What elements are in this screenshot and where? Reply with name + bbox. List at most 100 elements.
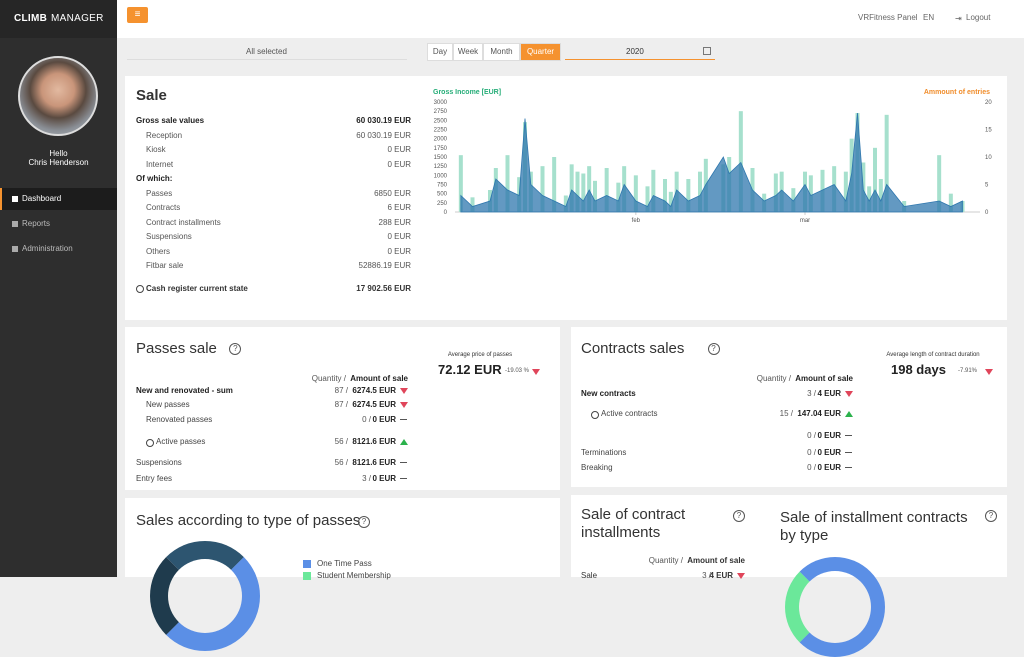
menu-item[interactable]: Dashboard <box>22 194 62 203</box>
row-amount: 0 EUR <box>372 415 396 424</box>
row-label: Sale <box>581 571 598 580</box>
y2-tick-label: 10 <box>985 155 992 161</box>
cash-value: 17 902.56 EUR <box>356 284 411 293</box>
sale-label: Others <box>146 246 171 256</box>
donut <box>150 541 260 651</box>
sale-label: Of which: <box>136 174 173 183</box>
y2-tick-label: 0 <box>985 210 989 216</box>
bar <box>668 191 673 212</box>
trend-down <box>985 369 993 375</box>
y-tick-label: 1750 <box>434 146 448 152</box>
period-button[interactable]: Week <box>453 43 483 61</box>
row-label: Breaking <box>581 463 613 472</box>
selection[interactable]: All selected <box>246 47 287 56</box>
y-tick-label: 3000 <box>434 100 448 106</box>
row-quantity: 87 / <box>334 386 348 395</box>
row-amount: 6274.5 EUR <box>352 386 396 395</box>
contracts-card <box>571 327 1007 487</box>
bar <box>808 175 813 212</box>
y-tick-label: 250 <box>437 201 448 207</box>
x-tick-label: mar <box>800 218 810 224</box>
greeting: Hello <box>49 149 68 158</box>
bar <box>645 186 650 212</box>
bar <box>569 164 574 212</box>
trend-none <box>845 435 852 436</box>
bar <box>633 175 638 212</box>
head-quantity: Quantity / <box>756 374 791 383</box>
row-amount: 147.04 EUR <box>797 409 841 418</box>
row-label: Suspensions <box>136 458 182 467</box>
help-icon[interactable]: ? <box>733 510 745 522</box>
sale-value: 0 EUR <box>387 159 411 169</box>
menu-icon <box>12 196 18 202</box>
bar <box>593 180 597 212</box>
menu-icon <box>12 221 18 227</box>
installments-title-1: Sale of contract <box>581 506 686 523</box>
y2-tick-label: 20 <box>985 100 992 106</box>
row-quantity: 87 / <box>334 400 348 409</box>
help-icon[interactable]: ? <box>985 510 997 522</box>
bar <box>867 186 872 212</box>
topbar <box>117 0 1024 38</box>
menu-button[interactable]: ≡ <box>127 7 148 23</box>
row-label: Entry fees <box>136 474 173 483</box>
row-quantity: 3 / <box>702 571 711 580</box>
installment-types-title-2: by type <box>780 527 829 544</box>
clock-icon <box>146 439 154 447</box>
head-amount: Amount of sale <box>350 374 408 383</box>
period-button[interactable]: Day <box>427 43 453 61</box>
legend-label: One Time Pass <box>317 559 372 568</box>
help-icon[interactable]: ? <box>229 343 242 355</box>
installment-types-title-1: Sale of installment contracts <box>780 509 968 526</box>
trend-none <box>845 452 852 453</box>
menu-item-bg[interactable] <box>0 188 117 210</box>
row-quantity: 56 / <box>334 437 348 446</box>
row-label: Renovated passes <box>146 415 213 424</box>
installments-card <box>571 495 1007 577</box>
help-icon[interactable]: ? <box>707 343 720 355</box>
panel-link[interactable]: VRFitness Panel <box>858 13 918 22</box>
row-amount: 0 EUR <box>372 474 396 483</box>
installments-title-2: installments <box>581 524 661 541</box>
bar <box>458 155 463 212</box>
logo-bar <box>0 0 117 38</box>
menu-item[interactable]: Administration <box>22 244 73 253</box>
y-tick-label: 1250 <box>434 164 448 170</box>
row-amount: 0 EUR <box>817 463 841 472</box>
menu-item[interactable]: Reports <box>22 219 51 228</box>
y-tick-label: 2750 <box>434 109 448 115</box>
bar <box>575 171 580 212</box>
clock-icon <box>136 285 144 293</box>
y2-axis-title: Ammount of entries <box>924 89 990 96</box>
row-quantity: 0 / <box>807 448 816 457</box>
bar <box>616 182 621 212</box>
row-quantity: 0 / <box>807 431 816 440</box>
row-amount: 4 EUR <box>709 571 733 580</box>
logout[interactable]: Logout <box>966 13 991 22</box>
y-tick-label: 1000 <box>434 173 448 179</box>
y-tick-label: 2250 <box>434 128 448 134</box>
sale-label: Contract installments <box>146 217 221 227</box>
row-amount: 8121.6 EUR <box>352 458 396 467</box>
y-tick-label: 2000 <box>434 137 448 143</box>
sale-title: Sale <box>136 87 167 104</box>
sale-label: Gross sale values <box>136 116 205 125</box>
bar <box>686 179 691 212</box>
bar <box>843 171 848 212</box>
sale-label: Fitbar sale <box>146 261 184 270</box>
row-amount: 0 EUR <box>817 448 841 457</box>
menu-icon <box>12 246 18 252</box>
date-input[interactable]: 2020 <box>626 47 644 56</box>
bar <box>884 114 889 212</box>
period-button[interactable]: Month <box>483 43 520 61</box>
help-icon[interactable]: ? <box>358 516 370 528</box>
pass-types-title: Sales according to type of passes <box>136 512 361 529</box>
sale-value: 60 030.19 EUR <box>356 116 411 125</box>
row-amount: 8121.6 EUR <box>352 437 396 446</box>
sale-label: Suspensions <box>146 232 192 241</box>
period-button[interactable]: Quarter <box>520 43 561 61</box>
language[interactable]: EN <box>923 13 935 22</box>
row-label: Active contracts <box>601 409 658 418</box>
